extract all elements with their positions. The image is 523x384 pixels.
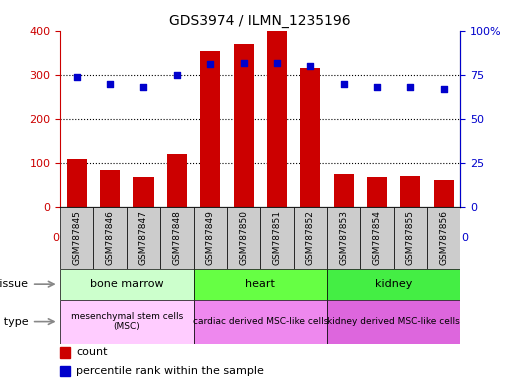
Text: kidney: kidney xyxy=(375,279,412,289)
Point xyxy=(73,74,81,80)
Bar xyxy=(194,207,227,269)
Bar xyxy=(167,154,187,207)
Text: GSM787853: GSM787853 xyxy=(339,210,348,265)
Point xyxy=(139,84,147,90)
Bar xyxy=(227,207,260,269)
Text: mesenchymal stem cells
(MSC): mesenchymal stem cells (MSC) xyxy=(71,312,183,331)
Point xyxy=(106,81,115,87)
Bar xyxy=(400,177,420,207)
Text: GSM787850: GSM787850 xyxy=(239,210,248,265)
Bar xyxy=(334,174,354,207)
Text: cardiac derived MSC-like cells: cardiac derived MSC-like cells xyxy=(192,317,328,326)
Bar xyxy=(194,300,327,344)
Bar xyxy=(434,180,453,207)
Text: 0: 0 xyxy=(461,233,468,243)
Bar xyxy=(260,207,293,269)
Bar xyxy=(327,300,460,344)
Bar xyxy=(94,207,127,269)
Bar xyxy=(394,207,427,269)
Bar xyxy=(267,31,287,207)
Point xyxy=(272,60,281,66)
Bar xyxy=(133,177,154,207)
Bar xyxy=(60,269,194,300)
Point xyxy=(339,81,348,87)
Bar xyxy=(360,207,393,269)
Text: tissue: tissue xyxy=(0,279,29,289)
Bar xyxy=(127,207,160,269)
Point xyxy=(240,60,248,66)
Text: GSM787854: GSM787854 xyxy=(372,210,381,265)
Bar xyxy=(67,159,87,207)
Point xyxy=(373,84,381,90)
Bar xyxy=(160,207,194,269)
Point xyxy=(439,86,448,92)
Bar xyxy=(293,207,327,269)
Text: count: count xyxy=(76,348,108,358)
Text: GSM787852: GSM787852 xyxy=(306,210,315,265)
Text: bone marrow: bone marrow xyxy=(90,279,164,289)
Bar xyxy=(427,207,460,269)
Text: GSM787846: GSM787846 xyxy=(106,210,115,265)
Text: 0: 0 xyxy=(52,233,60,243)
Bar xyxy=(60,347,70,358)
Text: kidney derived MSC-like cells: kidney derived MSC-like cells xyxy=(327,317,460,326)
Text: heart: heart xyxy=(245,279,275,289)
Bar xyxy=(300,68,320,207)
Point xyxy=(173,72,181,78)
Point xyxy=(406,84,414,90)
Text: GSM787851: GSM787851 xyxy=(272,210,281,265)
Point xyxy=(206,61,214,67)
Text: GSM787848: GSM787848 xyxy=(173,210,181,265)
Bar xyxy=(100,170,120,207)
Point xyxy=(306,63,314,69)
Text: GSM787849: GSM787849 xyxy=(206,210,214,265)
Bar xyxy=(233,44,254,207)
Text: GSM787847: GSM787847 xyxy=(139,210,148,265)
Bar xyxy=(60,300,194,344)
Text: cell type: cell type xyxy=(0,316,29,327)
Bar xyxy=(327,207,360,269)
Bar xyxy=(367,177,387,207)
Title: GDS3974 / ILMN_1235196: GDS3974 / ILMN_1235196 xyxy=(169,14,351,28)
Bar xyxy=(327,269,460,300)
Bar xyxy=(60,366,70,376)
Bar xyxy=(200,51,220,207)
Text: GSM787855: GSM787855 xyxy=(406,210,415,265)
Text: percentile rank within the sample: percentile rank within the sample xyxy=(76,366,264,376)
Bar xyxy=(60,207,94,269)
Text: GSM787845: GSM787845 xyxy=(72,210,81,265)
Bar xyxy=(194,269,327,300)
Text: GSM787856: GSM787856 xyxy=(439,210,448,265)
